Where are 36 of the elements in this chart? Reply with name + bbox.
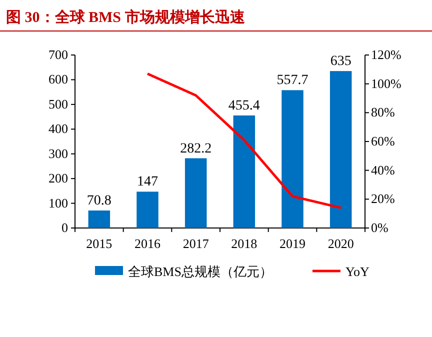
y2-tick-label: 100% bbox=[371, 76, 402, 91]
y2-tick-label: 40% bbox=[371, 162, 395, 178]
data-label: 455.4 bbox=[228, 98, 260, 114]
y2-tick-label: 60% bbox=[371, 134, 395, 148]
x-tick-label: 2016 bbox=[134, 236, 161, 251]
y2-tick-label: 120% bbox=[371, 47, 402, 62]
bar bbox=[233, 115, 256, 228]
bar bbox=[88, 210, 110, 228]
data-label: 147 bbox=[137, 174, 158, 190]
data-label: 70.8 bbox=[86, 194, 112, 208]
y-tick-label: 600 bbox=[48, 72, 68, 87]
data-label: 282.2 bbox=[180, 141, 212, 156]
bar bbox=[330, 71, 352, 228]
y-tick-label: 200 bbox=[48, 170, 68, 186]
x-tick-label: 2020 bbox=[328, 236, 354, 251]
y-tick-label: 100 bbox=[48, 195, 68, 210]
y-tick-label: 300 bbox=[48, 146, 68, 161]
legend-label: 全球BMS总规模（亿元） bbox=[128, 264, 272, 279]
x-tick-label: 2019 bbox=[280, 236, 306, 251]
y2-tick-label: 80% bbox=[371, 104, 395, 120]
x-tick-label: 2015 bbox=[86, 236, 112, 251]
bar bbox=[282, 90, 304, 228]
legend-label: YoY bbox=[345, 264, 370, 279]
y2-tick-label: 20% bbox=[371, 191, 395, 206]
bar bbox=[136, 192, 158, 228]
y-tick-label: 500 bbox=[48, 96, 68, 112]
y-tick-label: 400 bbox=[48, 121, 68, 136]
y-tick-label: 700 bbox=[48, 47, 68, 62]
bar bbox=[184, 158, 207, 228]
x-tick-label: 2017 bbox=[182, 236, 210, 251]
data-label: 557.7 bbox=[276, 73, 308, 88]
data-label: 635 bbox=[330, 54, 352, 70]
y2-tick-label: 0% bbox=[371, 220, 388, 235]
y-tick-label: 0 bbox=[62, 220, 68, 235]
x-tick-label: 2018 bbox=[231, 236, 258, 251]
chart-title: 图 30：全球 BMS 市场规模增长迅速 bbox=[6, 8, 246, 26]
